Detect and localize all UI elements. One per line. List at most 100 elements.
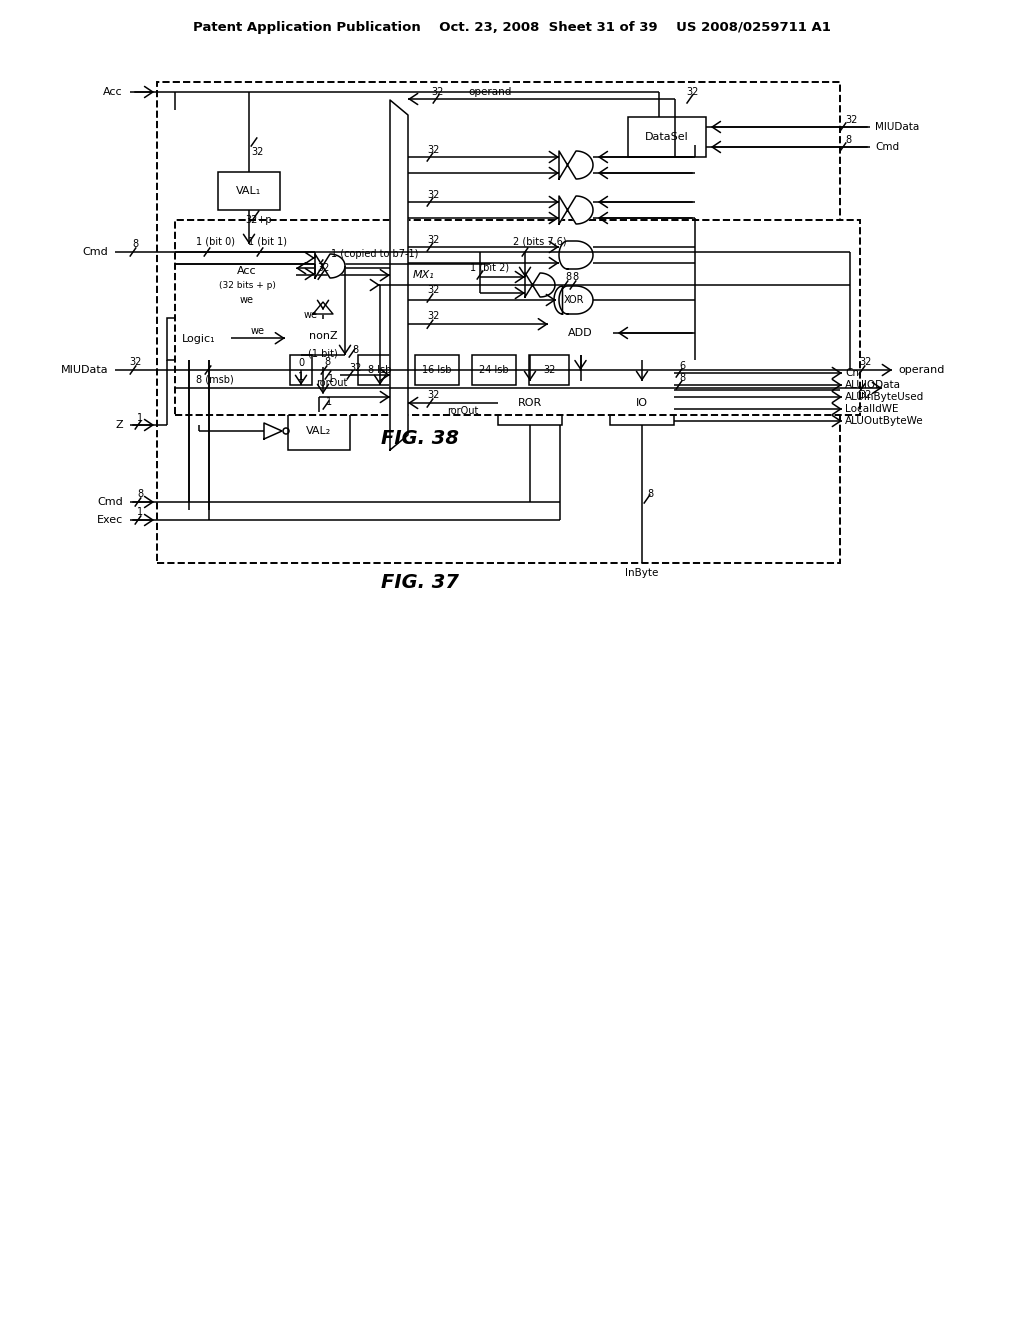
Text: ALUIOData: ALUIOData [845, 380, 901, 389]
Bar [175, 220, 860, 414]
Text: 32+p: 32+p [246, 215, 272, 224]
Bar [218, 172, 280, 210]
Polygon shape [559, 150, 593, 180]
Text: 1 (bit 1): 1 (bit 1) [249, 238, 288, 247]
Text: nonZ: nonZ [308, 331, 337, 341]
Text: 8: 8 [137, 488, 143, 499]
Polygon shape [559, 242, 593, 269]
Text: 32: 32 [427, 190, 439, 201]
Text: 32: 32 [129, 356, 141, 367]
Text: operand: operand [898, 366, 944, 375]
Text: 1: 1 [326, 397, 332, 407]
Text: we: we [251, 326, 265, 337]
Text: (1 bit): (1 bit) [308, 348, 338, 359]
Text: Acc: Acc [103, 87, 123, 96]
Text: 32: 32 [427, 235, 439, 246]
Bar [529, 355, 569, 385]
Text: MX₁: MX₁ [413, 271, 435, 280]
Text: ROR: ROR [518, 399, 542, 408]
Text: Cn: Cn [845, 368, 859, 378]
Polygon shape [525, 273, 555, 297]
Text: VAL₂: VAL₂ [306, 426, 332, 436]
Text: 32: 32 [349, 363, 361, 374]
Text: we: we [304, 309, 318, 319]
Text: 8: 8 [647, 488, 653, 499]
Text: 32: 32 [427, 312, 439, 321]
Text: 0: 0 [298, 359, 304, 368]
Text: Exec: Exec [96, 515, 123, 525]
Text: operand: operand [468, 87, 512, 96]
Text: 1: 1 [137, 413, 143, 422]
Bar [285, 319, 361, 367]
Text: IO: IO [636, 399, 648, 408]
Text: 32: 32 [859, 389, 871, 400]
Polygon shape [559, 286, 593, 314]
Text: Cmd: Cmd [82, 247, 108, 257]
Text: MIUData: MIUData [60, 366, 108, 375]
Text: 32: 32 [427, 389, 439, 400]
Bar [358, 355, 402, 385]
Text: 8: 8 [845, 135, 851, 145]
Text: 32: 32 [687, 87, 699, 96]
Text: Cmd: Cmd [874, 143, 899, 152]
Bar [415, 355, 459, 385]
Polygon shape [315, 253, 345, 279]
Text: 1 (bit 2): 1 (bit 2) [470, 261, 510, 272]
Polygon shape [390, 100, 408, 450]
Text: 32: 32 [859, 356, 871, 367]
Polygon shape [264, 422, 282, 440]
Text: ALUOutByteWe: ALUOutByteWe [845, 416, 924, 426]
Text: 1 (bit 0): 1 (bit 0) [196, 238, 234, 247]
Text: 24 lsb: 24 lsb [479, 366, 509, 375]
Text: 1 (copied to b7-1): 1 (copied to b7-1) [332, 249, 419, 259]
Text: 8 (msb): 8 (msb) [197, 375, 233, 385]
Text: Logic₁: Logic₁ [182, 334, 216, 345]
Text: rorOut: rorOut [447, 407, 478, 416]
Text: we: we [240, 294, 254, 305]
Text: FIG. 37: FIG. 37 [381, 573, 459, 591]
Text: Z: Z [116, 420, 123, 430]
Text: 32: 32 [845, 115, 857, 125]
Bar [472, 355, 516, 385]
Text: InByte: InByte [626, 568, 658, 578]
Polygon shape [559, 195, 593, 224]
Bar [198, 252, 296, 310]
Text: ADD: ADD [568, 327, 593, 338]
Text: 8: 8 [324, 356, 330, 367]
Text: DataSel: DataSel [645, 132, 689, 143]
Bar [628, 117, 706, 157]
Text: 32: 32 [251, 147, 263, 157]
Text: 8: 8 [132, 239, 138, 249]
Text: 32: 32 [432, 87, 444, 96]
Text: 1: 1 [328, 374, 334, 384]
Bar [548, 312, 613, 355]
Text: 6: 6 [679, 360, 685, 371]
Text: XOR: XOR [564, 294, 585, 305]
Text: 8: 8 [352, 345, 358, 355]
Text: rorOut: rorOut [316, 378, 348, 388]
Text: 8 lsb: 8 lsb [369, 366, 392, 375]
Text: (32 bits + p): (32 bits + p) [218, 281, 275, 290]
Text: 32: 32 [427, 285, 439, 294]
Text: Cmd: Cmd [97, 498, 123, 507]
Text: ALUInByteUsed: ALUInByteUsed [845, 392, 925, 403]
Text: 1: 1 [298, 372, 304, 381]
Text: 2 (bits 7,6): 2 (bits 7,6) [513, 238, 567, 247]
Text: FIG. 38: FIG. 38 [381, 429, 459, 447]
Bar [157, 82, 840, 564]
Text: MIUData: MIUData [874, 121, 920, 132]
Text: VAL₁: VAL₁ [237, 186, 261, 195]
Text: Acc: Acc [238, 265, 257, 276]
Text: 32: 32 [543, 366, 555, 375]
Bar [290, 355, 312, 385]
Text: Patent Application Publication    Oct. 23, 2008  Sheet 31 of 39    US 2008/02597: Patent Application Publication Oct. 23, … [194, 21, 830, 34]
Bar [288, 412, 350, 450]
Polygon shape [313, 302, 333, 314]
Text: 8: 8 [565, 272, 571, 282]
Bar [167, 318, 231, 360]
Text: 1: 1 [137, 507, 143, 517]
Bar [610, 381, 674, 425]
Text: 16 lsb: 16 lsb [422, 366, 452, 375]
Text: 8: 8 [679, 374, 685, 383]
Text: 8: 8 [572, 272, 579, 282]
